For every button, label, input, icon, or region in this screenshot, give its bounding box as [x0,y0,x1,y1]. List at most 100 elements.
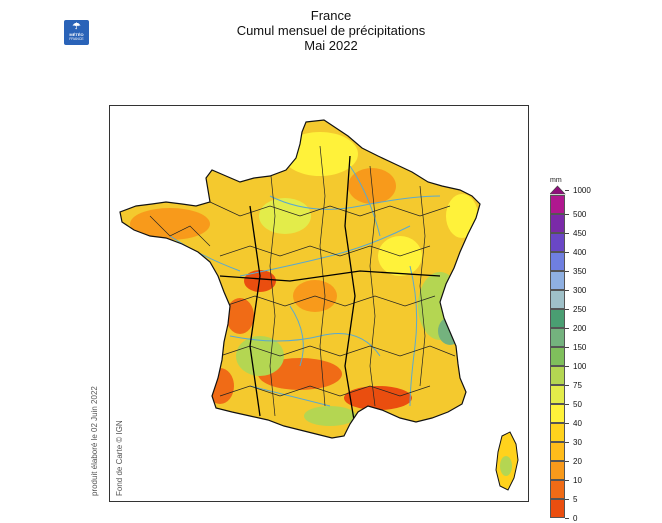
legend-tick [565,385,569,386]
legend-color-box [550,328,565,347]
legend-color-box [550,214,565,233]
logo-text-line1: MÉTÉO [69,32,84,37]
legend-tick [565,290,569,291]
meteo-france-logo: ☂ MÉTÉO FRANCE [64,20,89,45]
river [269,195,441,210]
title-country: France [310,8,352,23]
legend-tick [565,328,569,329]
legend-color-box [550,252,565,271]
map-title: France Cumul mensuel de précipitations M… [0,8,662,53]
legend-label: 40 [573,419,582,428]
legend-tick [565,190,569,191]
region-borders [219,155,441,427]
legend-tick [565,366,569,367]
legend-color-box [550,499,565,518]
legend-tick [565,309,569,310]
legend-label: 50 [573,400,582,409]
legend-color-box [550,442,565,461]
legend-color-box [550,347,565,366]
department-border [149,215,211,247]
basemap-credit: Fond de Carte © IGN [115,420,124,496]
legend-label: 10 [573,476,582,485]
legend-tick [565,271,569,272]
river [239,225,411,277]
legend-unit: mm [550,177,562,184]
precip-patch [130,208,210,240]
legend-color-box [550,290,565,309]
legend-label: 150 [573,343,587,352]
river [229,333,381,357]
legend-label: 200 [573,324,587,333]
legend-tick [565,480,569,481]
legend-tick [565,252,569,253]
legend-color-box [550,271,565,290]
river [409,265,418,407]
precip-patch [244,270,276,292]
department-border [219,385,431,397]
precip-patch [500,456,512,476]
legend-color-box [550,461,565,480]
umbrella-icon: ☂ [72,21,81,31]
region-border [344,155,356,427]
legend-color-box [550,385,565,404]
legend-color-box [550,480,565,499]
legend-color-box [550,309,565,328]
legend-max-label: 1000 [573,186,591,195]
department-border [219,345,456,357]
legend-label: 75 [573,381,582,390]
map-frame [109,105,529,502]
legend: mm 1000 500 450 400 350 300 250 200 150 100 75 50 4… [545,177,605,523]
region-border [219,270,441,282]
legend-color-box [550,366,565,385]
department-borders [149,145,456,417]
legend-label: 250 [573,305,587,314]
precip-patch [446,194,478,238]
legend-tick [565,518,569,519]
department-border [224,295,436,307]
legend-label: 30 [573,438,582,447]
precip-patch [172,254,208,278]
legend-tick [565,423,569,424]
legend-max-arrow [550,185,566,195]
legend-color-box [550,423,565,442]
precip-patch [282,132,358,176]
legend-label: 20 [573,457,582,466]
precip-patch [206,368,234,404]
river [349,165,381,237]
river [289,305,304,367]
logo-text-line2: FRANCE [69,37,84,41]
department-border [269,165,276,417]
precip-patch [226,298,254,334]
france-map [119,119,519,491]
precip-patch [304,406,356,426]
legend-label: 300 [573,286,587,295]
legend-label: 400 [573,248,587,257]
department-border [219,245,431,257]
department-border [369,165,376,407]
legend-color-box [550,404,565,423]
precip-patch [344,386,412,410]
legend-tick [565,347,569,348]
region-border [249,205,261,417]
legend-color-box [550,233,565,252]
department-border [319,145,326,407]
production-date-credit: produit élaboré le 02 Juin 2022 [90,386,99,496]
legend-label: 5 [573,495,578,504]
legend-label: 0 [573,514,578,523]
river-network [169,165,441,407]
legend-tick [565,461,569,462]
department-border [419,185,426,387]
legend-label: 450 [573,229,587,238]
precip-patch [236,336,284,376]
river [249,385,331,407]
precip-patch [259,198,311,234]
legend-tick [565,442,569,443]
legend-tick [565,404,569,405]
legend-tick [565,214,569,215]
legend-tick [565,499,569,500]
title-product: Cumul mensuel de précipitations [236,23,426,38]
legend-label: 100 [573,362,587,371]
legend-label: 350 [573,267,587,276]
department-border [209,201,451,217]
legend-tick [565,233,569,234]
